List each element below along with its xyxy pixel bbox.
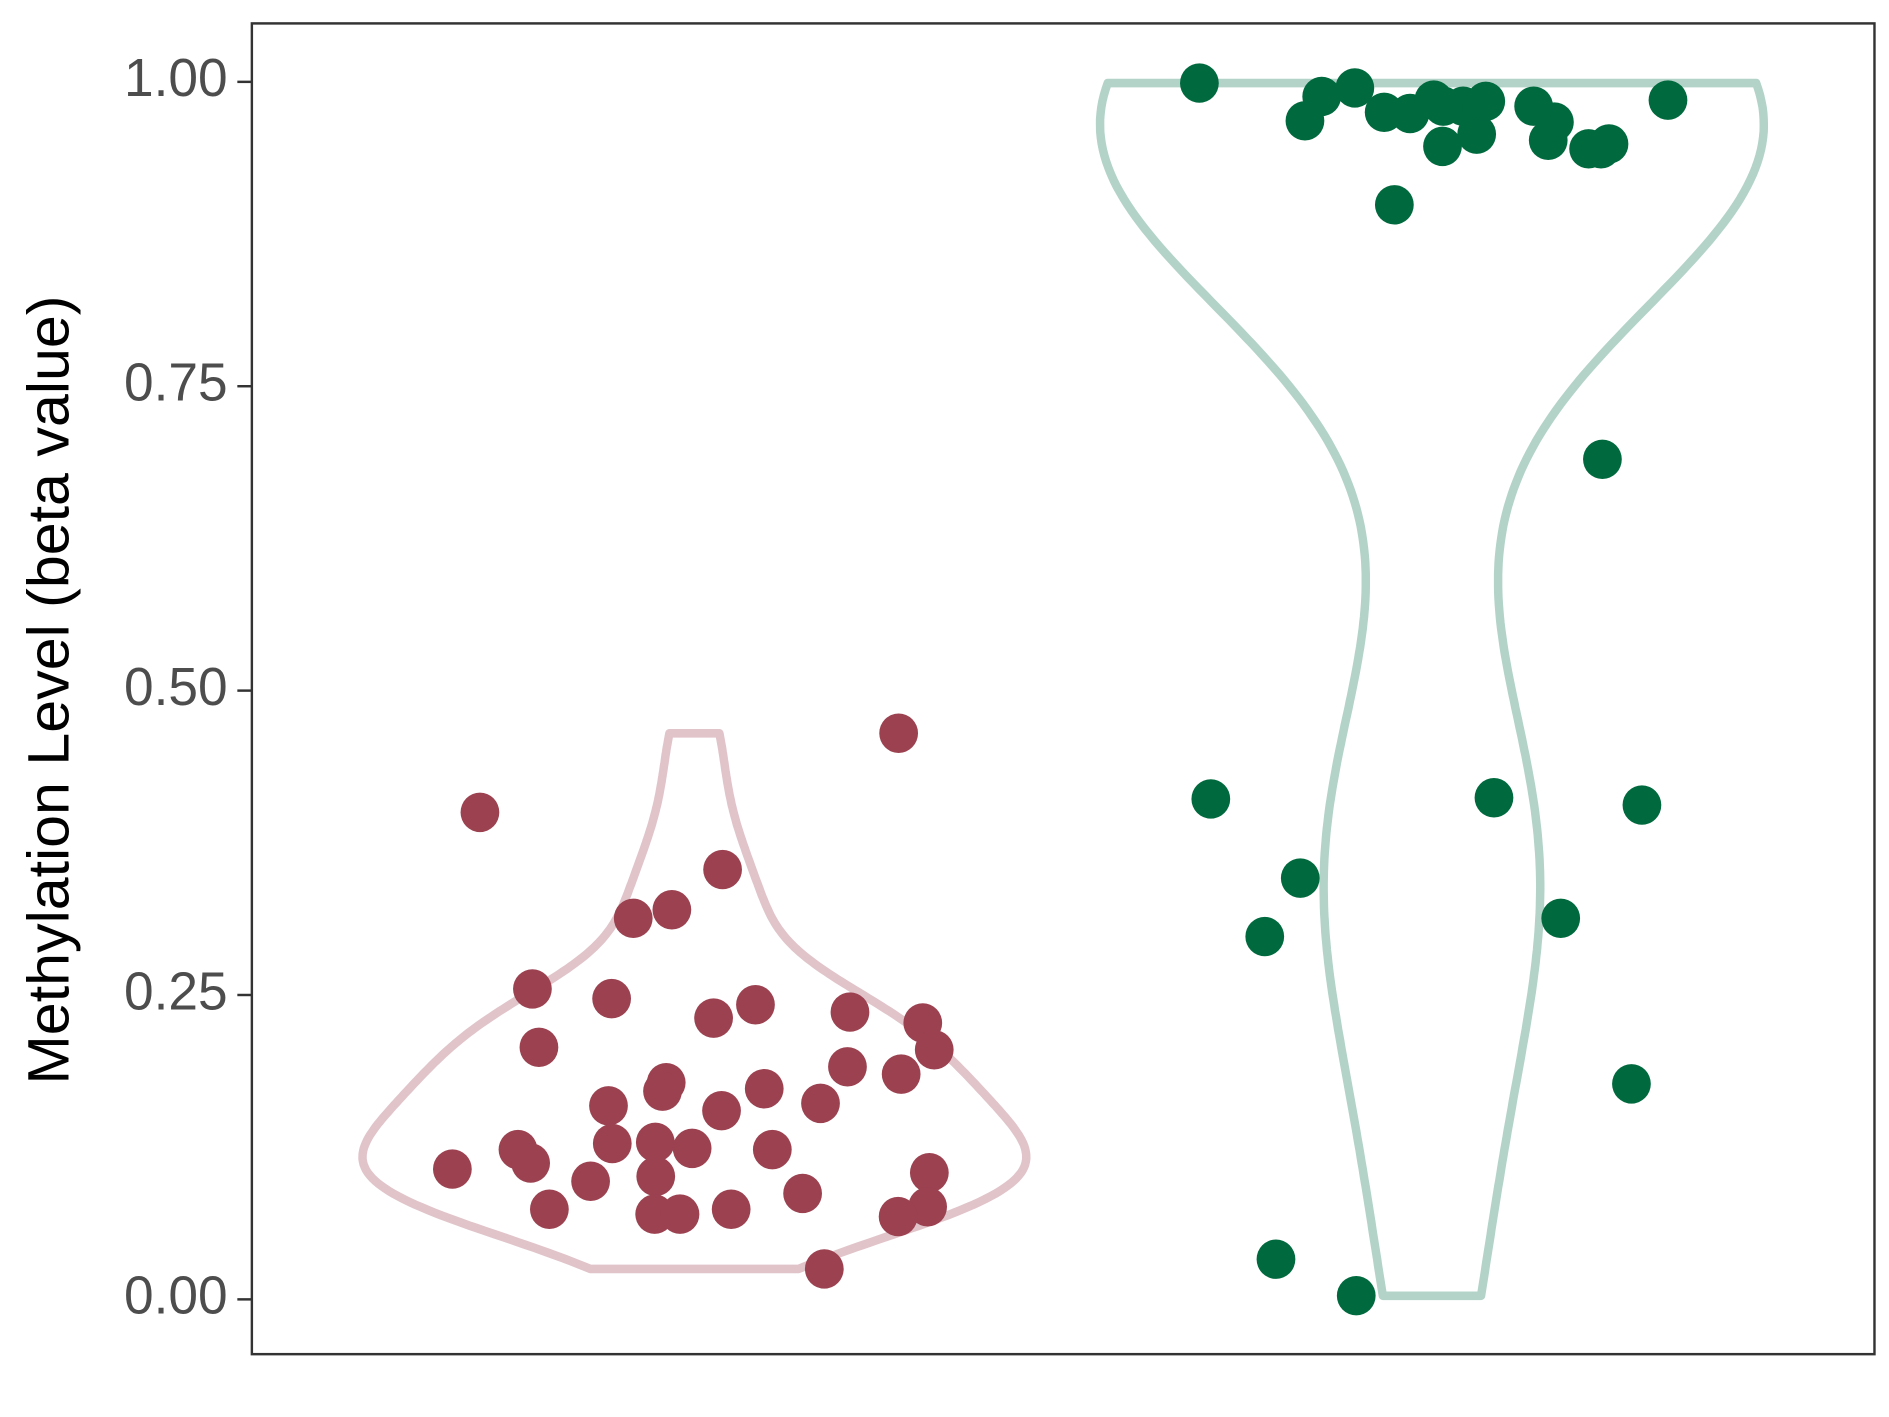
y-tick-label: 0.50 [124, 657, 228, 718]
data-point [432, 1149, 472, 1189]
plot-frame [250, 22, 1876, 1356]
violin-outline [358, 728, 1031, 1274]
data-point [702, 1090, 741, 1131]
data-point [879, 713, 919, 753]
data-point [830, 992, 870, 1032]
data-point [672, 1128, 712, 1169]
data-point [1245, 916, 1285, 957]
data-point [1364, 92, 1404, 133]
data-point [828, 1047, 867, 1087]
y-axis-title: Methylation Level (beta value) [17, 296, 81, 1085]
data-point [589, 1086, 628, 1126]
data-point [1622, 785, 1662, 825]
data-point [1541, 898, 1581, 939]
data-point [592, 978, 631, 1019]
data-point [1256, 1239, 1296, 1279]
data-point [881, 1054, 921, 1094]
data-point [513, 969, 552, 1009]
data-point [1423, 126, 1462, 167]
data-point [1648, 80, 1688, 120]
data-point [908, 1187, 947, 1227]
y-tick-label: 0.25 [124, 961, 228, 1022]
data-point [1180, 63, 1219, 103]
data-point [1457, 114, 1497, 154]
data-point [1583, 439, 1622, 479]
data-point [1423, 86, 1463, 126]
data-point [914, 1030, 954, 1070]
data-point [635, 1122, 675, 1163]
data-point [878, 1196, 918, 1237]
data-point [460, 792, 500, 833]
data-point [511, 1143, 551, 1183]
data-point [660, 1194, 700, 1234]
data-point [519, 1027, 559, 1068]
data-point [636, 1156, 676, 1197]
data-point [1335, 68, 1375, 108]
data-point [1474, 778, 1514, 818]
violin-outline [1095, 78, 1769, 1301]
y-tick-label: 0.75 [124, 352, 228, 413]
data-point [744, 1069, 784, 1109]
data-point [801, 1083, 840, 1124]
data-point [592, 1123, 632, 1164]
data-point [1589, 124, 1629, 164]
data-point [1612, 1064, 1651, 1104]
data-point [530, 1189, 569, 1229]
data-point [652, 890, 692, 930]
data-point [703, 849, 742, 890]
data-point [804, 1249, 844, 1289]
data-point [1336, 1276, 1376, 1316]
data-point [694, 998, 733, 1038]
data-point [1514, 86, 1554, 126]
data-point [711, 1189, 751, 1229]
data-point [571, 1161, 610, 1201]
data-point [1285, 101, 1325, 141]
data-point [1280, 858, 1320, 898]
data-point [736, 985, 775, 1025]
data-point [613, 898, 653, 939]
data-point [752, 1129, 792, 1170]
data-point [1374, 185, 1414, 225]
y-tick-label: 1.00 [124, 48, 228, 109]
y-tick-label: 0.00 [124, 1265, 228, 1326]
data-point [1191, 779, 1231, 819]
data-point [783, 1173, 822, 1214]
data-point [643, 1071, 682, 1111]
data-point [909, 1153, 949, 1193]
data-point [1466, 81, 1506, 122]
